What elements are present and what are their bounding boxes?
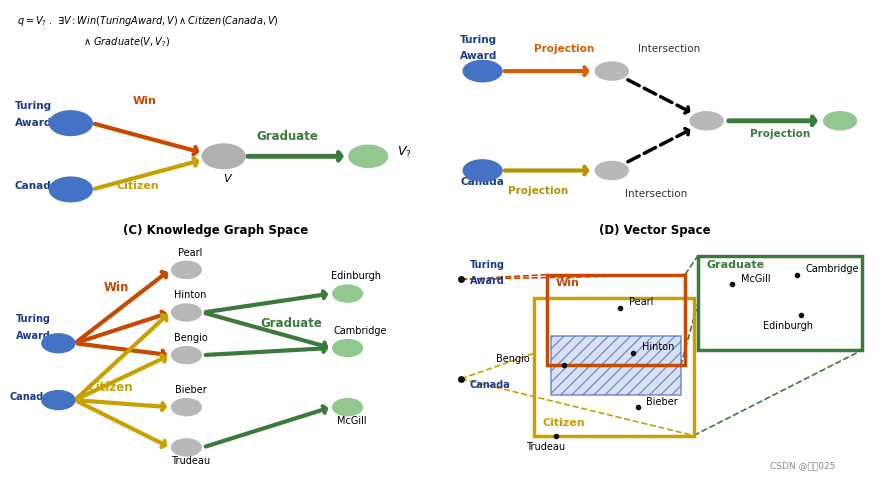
- Text: Projection: Projection: [749, 129, 809, 140]
- Text: (D) Vector Space: (D) Vector Space: [599, 224, 709, 237]
- Text: CSDN @露莱025: CSDN @露莱025: [769, 462, 834, 470]
- Text: Pearl: Pearl: [178, 248, 203, 258]
- Circle shape: [42, 334, 75, 353]
- Text: Citizen: Citizen: [87, 381, 133, 394]
- Text: Cambridge: Cambridge: [805, 264, 858, 274]
- Circle shape: [202, 144, 245, 169]
- Text: Hinton: Hinton: [174, 290, 206, 300]
- Circle shape: [171, 398, 201, 416]
- Circle shape: [42, 391, 75, 410]
- Circle shape: [171, 304, 201, 321]
- Text: Canada: Canada: [460, 177, 504, 187]
- Text: Bieber: Bieber: [645, 397, 677, 407]
- Circle shape: [171, 439, 201, 456]
- Text: Turing: Turing: [15, 101, 52, 111]
- Text: Graduate: Graduate: [706, 259, 764, 270]
- Bar: [551, 336, 680, 395]
- Circle shape: [823, 112, 855, 130]
- Text: Win: Win: [133, 96, 156, 106]
- Text: McGill: McGill: [740, 274, 770, 284]
- Bar: [534, 298, 693, 436]
- Text: Bengio: Bengio: [496, 354, 529, 364]
- Text: Bengio: Bengio: [174, 333, 207, 343]
- Circle shape: [463, 160, 501, 181]
- Text: Canada: Canada: [469, 380, 510, 390]
- Text: Graduate: Graduate: [256, 130, 318, 143]
- Circle shape: [332, 398, 362, 416]
- Text: Pearl: Pearl: [629, 298, 652, 307]
- Text: Turing: Turing: [469, 259, 504, 270]
- Bar: [546, 275, 684, 365]
- Text: $V$: $V$: [222, 172, 233, 185]
- Circle shape: [332, 285, 362, 302]
- Text: Award: Award: [469, 276, 504, 286]
- Text: Trudeau: Trudeau: [525, 442, 565, 452]
- Circle shape: [332, 340, 362, 356]
- Text: Hinton: Hinton: [641, 342, 673, 353]
- Text: Win: Win: [104, 281, 129, 294]
- Text: Turing: Turing: [16, 314, 51, 324]
- Text: $q = V_?\ .\ \exists V : Win(TuringAward,V) \wedge Citizen(Canada,V)$: $q = V_?\ .\ \exists V : Win(TuringAward…: [17, 14, 278, 28]
- Text: Award: Award: [16, 330, 51, 341]
- Text: Edinburgh: Edinburgh: [330, 271, 380, 282]
- Text: Canada: Canada: [10, 392, 50, 402]
- Text: Win: Win: [555, 279, 579, 288]
- Text: Projection: Projection: [507, 186, 568, 196]
- Text: Edinburgh: Edinburgh: [762, 321, 811, 331]
- Text: (C) Knowledge Graph Space: (C) Knowledge Graph Space: [123, 224, 307, 237]
- Text: Canada: Canada: [14, 182, 58, 191]
- Text: Bieber: Bieber: [175, 385, 206, 395]
- Text: $\wedge\ Graduate(V,V_?)$: $\wedge\ Graduate(V,V_?)$: [83, 36, 170, 49]
- Text: Award: Award: [459, 51, 496, 61]
- Circle shape: [689, 112, 723, 130]
- Text: Turing: Turing: [459, 35, 496, 45]
- Bar: [697, 256, 860, 350]
- Circle shape: [171, 261, 201, 278]
- Text: Intersection: Intersection: [624, 188, 687, 199]
- Circle shape: [49, 177, 92, 202]
- Text: Cambridge: Cambridge: [333, 326, 386, 336]
- Circle shape: [463, 60, 501, 82]
- Text: Citizen: Citizen: [543, 418, 585, 428]
- Text: Graduate: Graduate: [261, 317, 322, 330]
- Text: Trudeau: Trudeau: [171, 456, 210, 466]
- Text: Intersection: Intersection: [637, 44, 699, 54]
- Circle shape: [49, 111, 92, 135]
- Text: $V_?$: $V_?$: [397, 145, 411, 160]
- Text: Citizen: Citizen: [116, 182, 159, 191]
- Circle shape: [594, 161, 628, 180]
- Text: Projection: Projection: [534, 44, 594, 54]
- Text: McGill: McGill: [336, 416, 366, 426]
- Circle shape: [594, 62, 628, 80]
- Text: Award: Award: [15, 117, 52, 128]
- Circle shape: [349, 145, 387, 168]
- Circle shape: [171, 347, 201, 364]
